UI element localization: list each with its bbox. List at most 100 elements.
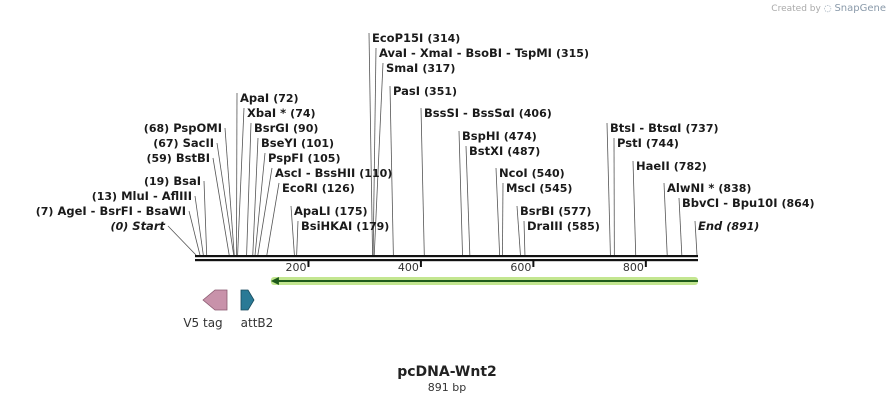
site-haeii[interactable]: HaeII (782) [636,159,707,173]
site-bbvci[interactable]: BbvCI - Bpu10I (864) [682,196,815,210]
site-label[interactable]: BssSI - BssSαI (406) [424,106,552,120]
site-leader-line [516,205,521,256]
site-pspomi[interactable]: (68) PspOMI [144,121,222,135]
sequence-backbone [195,255,698,262]
site-label[interactable]: BtsI - BtsαI (737) [610,121,719,135]
site-label[interactable]: (19) BsaI [144,174,201,188]
site-asci[interactable]: AscI - BssHII (110) [275,166,392,180]
enzyme-name: BstXI [469,144,503,158]
site-leader-line [389,85,394,256]
site-bsai[interactable]: (19) BsaI [144,174,201,188]
site-start[interactable]: (0) Start [111,219,166,233]
site-label[interactable]: (13) MluI - AflIII [92,189,192,203]
site-avai[interactable]: AvaI - XmaI - BsoBI - TspMI (315) [379,46,589,60]
site-position: (72) [273,92,298,105]
site-label[interactable]: (59) BstBI [146,151,210,165]
site-label[interactable]: (67) SacII [153,136,214,150]
site-label[interactable]: PasI (351) [393,84,457,98]
site-bsrgi[interactable]: BsrGI (90) [254,121,318,135]
site-bsssi[interactable]: BssSI - BssSαI (406) [424,106,552,120]
site-bsphi[interactable]: BspHI (474) [462,129,537,143]
site-leader-line [632,160,637,256]
site-separator: - [635,121,648,135]
site-bstxi[interactable]: BstXI (487) [469,144,540,158]
site-label[interactable]: BsiHKAI (179) [301,219,389,233]
site-smai[interactable]: SmaI (317) [386,61,455,75]
enzyme-name: BseYI [261,136,297,150]
site-msci[interactable]: MscI (545) [506,181,572,195]
orf-arrow[interactable] [270,277,698,285]
site-label[interactable]: (68) PspOMI [144,121,222,135]
site-label[interactable]: PspFI (105) [268,151,341,165]
feature-v5-tag[interactable] [202,289,228,311]
site-label[interactable]: SmaI (317) [386,61,455,75]
site-position: (110) [359,167,392,180]
site-bseyi[interactable]: BseYI (101) [261,136,334,150]
site-ecop15i[interactable]: EcoP15I (314) [372,31,460,45]
site-psti[interactable]: PstI (744) [617,136,679,150]
site-leader-line [465,145,471,256]
site-leader-line [194,195,204,256]
site-mlui[interactable]: (13) MluI - AflIII [92,189,192,203]
site-label[interactable]: MscI (545) [506,181,572,195]
feature-attb2[interactable] [240,289,255,311]
site-pasi[interactable]: PasI (351) [393,84,457,98]
site-label[interactable]: BspHI (474) [462,129,537,143]
site-label[interactable]: ApaI (72) [240,91,299,105]
site-label[interactable]: EcoRI (126) [282,181,355,195]
site-label[interactable]: AlwNI * (838) [667,181,751,195]
site-bsrbi[interactable]: BsrBI (577) [520,204,591,218]
site-agei[interactable]: (7) AgeI - BsrFI - BsaWI [36,204,186,218]
enzyme-name: Start [132,219,165,233]
site-position: (126) [322,182,355,195]
enzyme-name: BtsI [610,121,635,135]
site-position: (68) [144,122,169,135]
site-label[interactable]: (0) Start [111,219,166,233]
site-alwni[interactable]: AlwNI * (838) [667,181,751,195]
site-label[interactable]: BsrGI (90) [254,121,318,135]
site-leader-line [694,220,698,256]
site-label[interactable]: AscI - BssHII (110) [275,166,392,180]
site-label[interactable]: BstXI (487) [469,144,540,158]
site-ecori[interactable]: EcoRI (126) [282,181,355,195]
site-end[interactable]: End (891) [698,219,759,233]
site-position: (13) [92,190,117,203]
site-sacii[interactable]: (67) SacII [153,136,214,150]
site-btsi[interactable]: BtsI - BtsαI (737) [610,121,719,135]
site-pspfi[interactable]: PspFI (105) [268,151,341,165]
site-label[interactable]: AvaI - XmaI - BsoBI - TspMI (315) [379,46,589,60]
site-label[interactable]: DraIII (585) [527,219,600,233]
site-leader-line [678,197,683,256]
site-leader-line [167,225,197,256]
site-leader-line [372,47,377,256]
site-ncoi[interactable]: NcoI (540) [499,166,565,180]
enzyme-name: BspHI [462,129,500,143]
site-label[interactable]: NcoI (540) [499,166,565,180]
site-apali[interactable]: ApaLI (175) [294,204,368,218]
site-label[interactable]: XbaI * (74) [247,106,316,120]
site-label[interactable]: EcoP15I (314) [372,31,460,45]
site-xbai[interactable]: XbaI * (74) [247,106,316,120]
site-separator: - [87,204,100,218]
site-label[interactable]: (7) AgeI - BsrFI - BsaWI [36,204,186,218]
site-bstbi[interactable]: (59) BstBI [146,151,210,165]
site-position: (891) [726,220,759,233]
enzyme-name: End [698,219,723,233]
site-label[interactable]: BbvCI - Bpu10I (864) [682,196,815,210]
enzyme-name: EcoP15I [372,31,423,45]
site-position: (105) [307,152,340,165]
site-position: (314) [427,32,460,45]
site-apai[interactable]: ApaI (72) [240,91,299,105]
enzyme-name: MscI [506,181,535,195]
site-label[interactable]: BseYI (101) [261,136,334,150]
site-draiii[interactable]: DraIII (585) [527,219,600,233]
enzyme-name: BstBI [176,151,210,165]
site-label[interactable]: BsrBI (577) [520,204,591,218]
site-label[interactable]: PstI (744) [617,136,679,150]
site-label[interactable]: End (891) [698,219,759,233]
site-labels: (0) Start(7) AgeI - BsrFI - BsaWI(13) Ml… [36,31,815,233]
site-bsihkai[interactable]: BsiHKAI (179) [301,219,389,233]
map-length: 891 bp [427,381,467,394]
site-label[interactable]: HaeII (782) [636,159,707,173]
site-label[interactable]: ApaLI (175) [294,204,368,218]
